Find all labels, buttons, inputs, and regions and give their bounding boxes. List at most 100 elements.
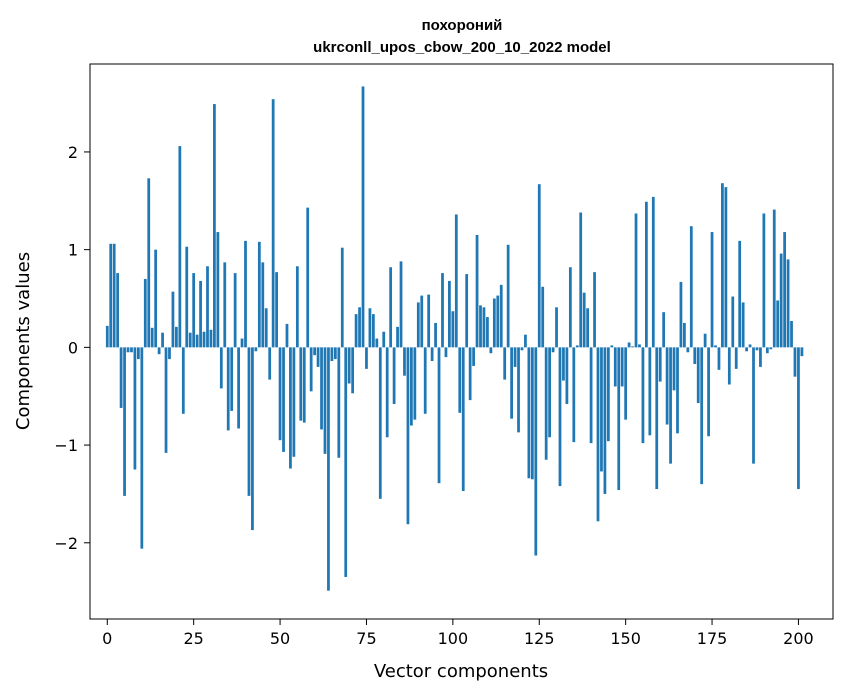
bar [679, 281, 683, 348]
bar [572, 347, 576, 443]
bar [181, 347, 185, 414]
bar [724, 187, 728, 348]
bar [541, 286, 545, 348]
bar [565, 347, 569, 405]
bar [703, 333, 707, 348]
bar [254, 347, 258, 352]
bar [492, 298, 496, 348]
bar [333, 347, 337, 360]
x-tick-label: 25 [183, 629, 203, 648]
x-tick-label: 200 [783, 629, 814, 648]
bar [710, 232, 714, 348]
bar [313, 347, 317, 356]
bar [468, 347, 472, 401]
bar [717, 347, 721, 370]
bar [226, 347, 230, 431]
bar [116, 273, 120, 348]
bar [347, 347, 351, 384]
bar [617, 347, 621, 491]
y-tick-label: 2 [68, 143, 78, 162]
bar [783, 232, 786, 348]
bar [143, 278, 147, 348]
bar [648, 347, 652, 436]
bar [534, 347, 538, 556]
bar [199, 280, 202, 348]
bar [358, 307, 361, 348]
bar [268, 347, 272, 380]
bar [745, 347, 748, 352]
bar [378, 347, 382, 499]
bar [593, 272, 596, 348]
x-tick-label: 50 [270, 629, 290, 648]
bar [371, 314, 375, 348]
bar [323, 347, 327, 454]
bar [513, 347, 517, 367]
y-tick-label: −2 [54, 534, 78, 553]
bar [762, 213, 766, 348]
x-tick-label: 0 [102, 629, 112, 648]
bar [752, 347, 755, 464]
bar [575, 345, 579, 348]
x-tick-label: 125 [524, 629, 555, 648]
plot-frame [89, 63, 834, 620]
bar [209, 329, 213, 348]
bar [772, 209, 776, 348]
bar [489, 347, 493, 354]
bar [606, 347, 610, 442]
bar [416, 302, 420, 348]
bar [748, 344, 752, 348]
bar [475, 234, 479, 348]
bar [672, 347, 676, 391]
bar [600, 347, 603, 472]
bar [251, 347, 254, 531]
bar [790, 320, 793, 348]
bar [558, 347, 562, 487]
y-axis-label: Components values [13, 252, 34, 430]
bar [486, 317, 489, 348]
bar [109, 243, 113, 348]
bar [506, 244, 510, 348]
bar [316, 347, 320, 367]
y-tick-label: −1 [54, 436, 78, 455]
x-tick-label: 150 [610, 629, 641, 648]
bar [441, 273, 444, 348]
bar [472, 347, 475, 366]
bar [237, 347, 240, 429]
bar [295, 266, 299, 348]
bar [689, 226, 693, 348]
bars-group [105, 86, 804, 591]
bar [651, 196, 655, 348]
bar [524, 334, 527, 348]
bar [375, 338, 379, 348]
bar [451, 311, 455, 348]
bar [282, 347, 285, 452]
bar [562, 347, 565, 381]
bar [520, 347, 524, 351]
bar [247, 347, 251, 496]
bar [437, 347, 441, 484]
bar [568, 267, 572, 348]
x-tick-label: 175 [697, 629, 728, 648]
bar [320, 347, 323, 430]
bar [676, 347, 679, 434]
bar [195, 334, 199, 348]
bar [779, 253, 783, 348]
bar [257, 241, 261, 348]
bar [755, 347, 759, 351]
bar [271, 99, 275, 348]
bar [482, 307, 486, 348]
y-tick-label: 1 [68, 241, 78, 260]
bar [289, 347, 292, 469]
bar [403, 347, 406, 376]
bar [420, 295, 424, 348]
bar [140, 347, 144, 549]
bar [797, 347, 800, 490]
bar [496, 295, 500, 348]
bar [389, 267, 393, 348]
bar [105, 325, 109, 348]
bar [396, 326, 399, 348]
bar [641, 347, 645, 444]
bar [596, 347, 600, 522]
bar [645, 201, 648, 348]
bar [465, 274, 469, 348]
